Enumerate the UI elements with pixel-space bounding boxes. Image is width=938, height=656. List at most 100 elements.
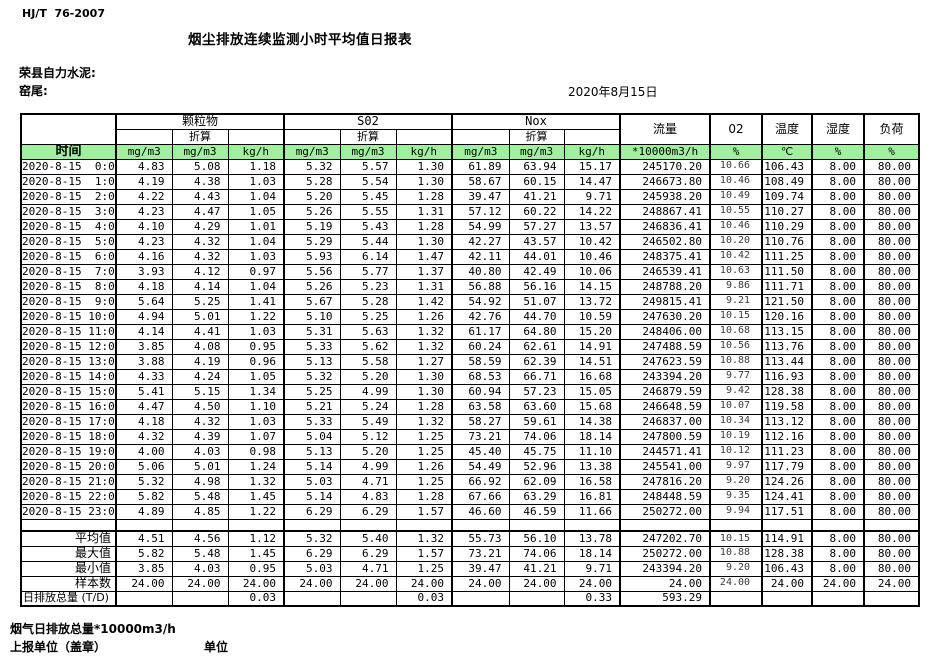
spacer-row	[20, 518, 920, 532]
value-cell: 80.00	[863, 278, 920, 295]
summary-value-cell: 5.82	[115, 545, 173, 562]
value-cell: 74.06	[508, 428, 565, 445]
value-cell: 10.55	[709, 203, 763, 220]
value-cell: 4.39	[171, 428, 229, 445]
value-cell: 58.59	[451, 353, 510, 370]
value-cell: 1.10	[227, 398, 285, 415]
summary-value-cell	[508, 590, 565, 607]
table-row: 2020-8-15 12:00 3.85 4.08 0.95 5.33 5.62 1.32 6…	[20, 338, 920, 355]
unit-cell: %	[863, 143, 920, 160]
value-cell: 1.30	[395, 158, 453, 175]
value-cell: 110.76	[761, 233, 813, 250]
value-cell: 0.98	[227, 443, 285, 460]
value-cell: 40.80	[451, 263, 510, 280]
value-cell: 42.76	[451, 308, 510, 325]
value-cell: 113.12	[761, 413, 813, 430]
summary-value-cell: 24.00	[761, 575, 813, 592]
value-cell: 57.12	[451, 203, 510, 220]
summary-value-cell: 24.00	[115, 575, 173, 592]
value-cell: 5.08	[171, 158, 229, 175]
summary-value-cell: 24.00	[563, 575, 621, 592]
summary-value-cell: 9.71	[563, 560, 621, 577]
page-title: 烟尘排放连续监测小时平均值日报表	[188, 32, 412, 48]
blank-cell	[115, 128, 173, 145]
value-cell: 1.28	[395, 488, 453, 505]
unit-cell: %	[709, 143, 763, 160]
company-name: 荣县自力水泥:	[19, 66, 96, 80]
flue-gas-total-note: 烟气日排放总量*10000m3/h	[10, 622, 176, 636]
units-header-row: 时间 mg/m3 mg/m3 kg/h mg/m3 mg/m3 kg/h mg/…	[20, 143, 920, 160]
time-cell: 2020-8-15 17:00	[20, 413, 117, 430]
value-cell: 13.57	[563, 218, 621, 235]
value-cell: 0.95	[227, 338, 285, 355]
value-cell: 4.32	[171, 248, 229, 265]
value-cell: 243394.20	[619, 368, 711, 385]
value-cell: 1.25	[395, 428, 453, 445]
summary-value-cell: 106.43	[761, 560, 813, 577]
value-cell: 5.24	[339, 398, 397, 415]
value-cell: 4.19	[171, 353, 229, 370]
value-cell: 5.26	[283, 278, 341, 295]
time-cell: 2020-8-15 7:00	[20, 263, 117, 280]
summary-value-cell: 13.78	[563, 530, 621, 547]
value-cell: 9.94	[709, 503, 763, 520]
summary-value-cell	[811, 590, 865, 607]
value-cell: 1.26	[395, 308, 453, 325]
value-cell: 11.66	[563, 503, 621, 520]
summary-value-cell: 73.21	[451, 545, 510, 562]
value-cell: 80.00	[863, 218, 920, 235]
header-flow: 流量	[619, 113, 711, 145]
summary-value-cell: 24.00	[283, 575, 341, 592]
summary-row: 日排放总量 (T/D) 0.03 0.03 0.33 593.29	[20, 590, 920, 607]
value-cell: 4.18	[115, 413, 173, 430]
value-cell: 8.00	[811, 353, 865, 370]
time-cell: 2020-8-15 5:00	[20, 233, 117, 250]
value-cell: 10.42	[709, 248, 763, 265]
value-cell: 62.61	[508, 338, 565, 355]
value-cell: 16.68	[563, 368, 621, 385]
value-cell: 64.80	[508, 323, 565, 340]
value-cell: 246836.41	[619, 218, 711, 235]
summary-row: 最大值 5.82 5.48 1.45 6.29 6.29 1.57 73.21 74.06 18.…	[20, 545, 920, 562]
value-cell: 4.94	[115, 308, 173, 325]
value-cell: 80.00	[863, 488, 920, 505]
value-cell: 1.41	[227, 293, 285, 310]
value-cell: 80.00	[863, 473, 920, 490]
blank-cell	[395, 518, 453, 532]
unit-cell: mg/m3	[171, 143, 229, 160]
value-cell: 5.15	[171, 383, 229, 400]
value-cell: 4.83	[115, 158, 173, 175]
value-cell: 1.25	[395, 443, 453, 460]
blank-cell	[395, 128, 453, 145]
value-cell: 8.00	[811, 503, 865, 520]
value-cell: 10.56	[709, 338, 763, 355]
value-cell: 43.57	[508, 233, 565, 250]
summary-value-cell: 8.00	[811, 545, 865, 562]
unit-cell: mg/m3	[115, 143, 173, 160]
value-cell: 9.86	[709, 278, 763, 295]
summary-value-cell	[115, 590, 173, 607]
table-row: 2020-8-15 0:00 4.83 5.08 1.18 5.32 5.57 1.30 61…	[20, 158, 920, 175]
value-cell: 247488.59	[619, 338, 711, 355]
blank-cell	[283, 128, 341, 145]
value-cell: 4.85	[171, 503, 229, 520]
value-cell: 9.35	[709, 488, 763, 505]
value-cell: 1.03	[227, 323, 285, 340]
value-cell: 14.15	[563, 278, 621, 295]
value-cell: 68.53	[451, 368, 510, 385]
value-cell: 5.29	[283, 233, 341, 250]
table-row: 2020-8-15 2:00 4.22 4.43 1.04 5.20 5.45 1.28 39…	[20, 188, 920, 205]
value-cell: 4.00	[115, 443, 173, 460]
value-cell: 1.24	[227, 458, 285, 475]
value-cell: 18.14	[563, 428, 621, 445]
summary-row: 平均值 4.51 4.56 1.12 5.32 5.40 1.32 55.73 56.10 13.…	[20, 530, 920, 547]
summary-label: 样本数	[20, 575, 117, 592]
value-cell: 60.22	[508, 203, 565, 220]
value-cell: 248375.41	[619, 248, 711, 265]
value-cell: 5.63	[339, 323, 397, 340]
value-cell: 10.63	[709, 263, 763, 280]
value-cell: 1.25	[395, 473, 453, 490]
value-cell: 4.12	[171, 263, 229, 280]
value-cell: 116.93	[761, 368, 813, 385]
unit-cell: kg/h	[227, 143, 285, 160]
